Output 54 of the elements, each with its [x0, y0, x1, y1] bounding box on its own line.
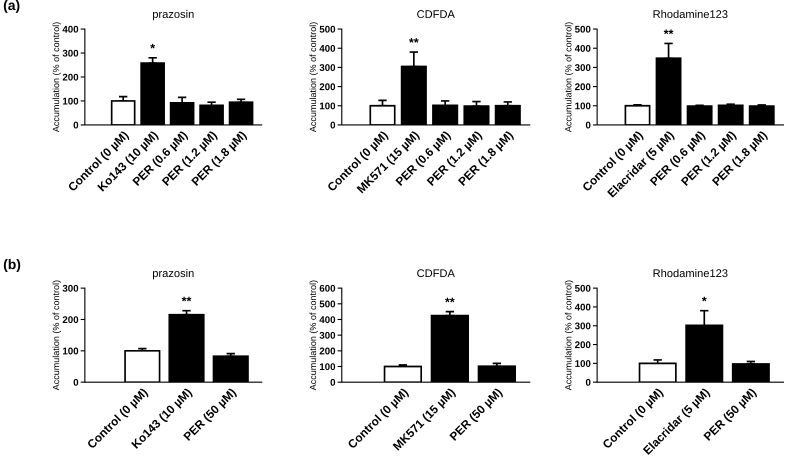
y-axis-title: Accumulation (% of control)	[52, 280, 61, 390]
annotation: **	[664, 29, 674, 34]
y-tick-label: 400	[319, 316, 336, 324]
y-tick-label: 300	[62, 284, 78, 292]
y-tick-label: 300	[320, 64, 336, 72]
y-tick-label: 100	[575, 360, 590, 367]
y-tick-label: 200	[320, 83, 336, 90]
y-tick-label: 300	[62, 50, 78, 57]
y-tick-label: 100	[62, 98, 78, 105]
y-tick-label: 200	[320, 348, 336, 354]
y-tick-label: 500	[320, 26, 336, 33]
y-axis-title: Accumulation (% of control)	[564, 280, 574, 390]
y-tick-label: 500	[574, 26, 590, 33]
annotation: **	[409, 38, 419, 43]
y-tick-label: 200	[574, 341, 590, 348]
annotation: *	[702, 296, 707, 302]
y-axis-title: Accumulation (% of control)	[564, 22, 574, 132]
chart-title: prazosin	[152, 10, 194, 20]
chart-title: CDFDA	[417, 10, 455, 18]
y-tick-label: 0	[586, 378, 590, 386]
y-axis-title: Accumulation (% of control)	[310, 22, 318, 132]
y-tick-label: 0	[586, 122, 590, 129]
y-tick-label: 300	[574, 322, 590, 330]
y-axis-title: Accumulation (% of control)	[52, 22, 61, 132]
y-tick-label: 0	[330, 378, 336, 386]
y-tick-label: 400	[574, 44, 590, 52]
y-tick-label: 0	[74, 378, 78, 386]
y-tick-label: 400	[319, 44, 336, 52]
text: (b)	[4, 259, 20, 272]
chart-title: Rhodamine123	[654, 268, 728, 278]
y-tick-label: 300	[320, 332, 336, 339]
y-tick-label: 400	[62, 26, 78, 33]
y-tick-label: 100	[320, 363, 336, 370]
chart-title: prazosin	[152, 268, 194, 280]
y-tick-label: 600	[320, 284, 336, 292]
chart-title: CDFDA	[417, 269, 455, 278]
y-tick-label: 500	[320, 300, 336, 308]
y-tick-label: 200	[62, 74, 78, 81]
annotation: **	[445, 298, 455, 302]
y-tick-label: 100	[320, 102, 336, 110]
y-tick-label: 200	[62, 316, 78, 324]
text: (a)	[4, 0, 20, 13]
y-tick-label: 100	[62, 348, 78, 354]
y-tick-label: 200	[574, 83, 590, 90]
y-tick-label: 0	[330, 122, 336, 129]
y-tick-label: 100	[575, 102, 590, 110]
y-tick-label: 0	[74, 122, 78, 129]
y-tick-label: 400	[574, 304, 590, 311]
y-tick-label: 500	[574, 284, 590, 292]
annotation: *	[150, 44, 156, 48]
chart-title: Rhodamine123	[654, 10, 728, 18]
annotation: **	[182, 296, 192, 302]
y-tick-label: 300	[574, 64, 590, 72]
y-axis-title: Accumulation (% of control)	[310, 280, 318, 390]
